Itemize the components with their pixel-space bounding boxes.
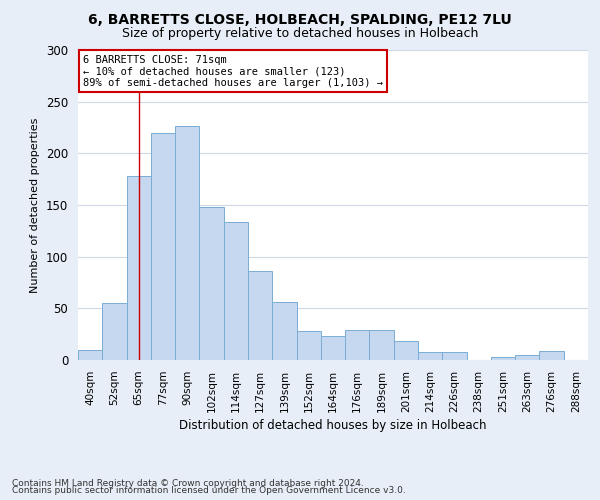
Bar xyxy=(394,342,418,360)
Text: 6, BARRETTS CLOSE, HOLBEACH, SPALDING, PE12 7LU: 6, BARRETTS CLOSE, HOLBEACH, SPALDING, P… xyxy=(88,12,512,26)
Bar xyxy=(78,350,102,360)
Bar xyxy=(370,330,394,360)
Bar xyxy=(491,357,515,360)
Text: Contains HM Land Registry data © Crown copyright and database right 2024.: Contains HM Land Registry data © Crown c… xyxy=(12,478,364,488)
Text: 6 BARRETTS CLOSE: 71sqm
← 10% of detached houses are smaller (123)
89% of semi-d: 6 BARRETTS CLOSE: 71sqm ← 10% of detache… xyxy=(83,54,383,88)
Y-axis label: Number of detached properties: Number of detached properties xyxy=(31,118,40,292)
Bar xyxy=(151,132,175,360)
Text: Contains public sector information licensed under the Open Government Licence v3: Contains public sector information licen… xyxy=(12,486,406,495)
Text: Size of property relative to detached houses in Holbeach: Size of property relative to detached ho… xyxy=(122,28,478,40)
Bar xyxy=(515,355,539,360)
Bar xyxy=(418,352,442,360)
Bar xyxy=(248,271,272,360)
Bar xyxy=(442,352,467,360)
Bar xyxy=(321,336,345,360)
Bar xyxy=(272,302,296,360)
Bar xyxy=(224,222,248,360)
Bar xyxy=(539,350,564,360)
Bar xyxy=(296,331,321,360)
Bar xyxy=(127,176,151,360)
X-axis label: Distribution of detached houses by size in Holbeach: Distribution of detached houses by size … xyxy=(179,419,487,432)
Bar xyxy=(199,207,224,360)
Bar xyxy=(175,126,199,360)
Bar xyxy=(102,303,127,360)
Bar xyxy=(345,330,370,360)
